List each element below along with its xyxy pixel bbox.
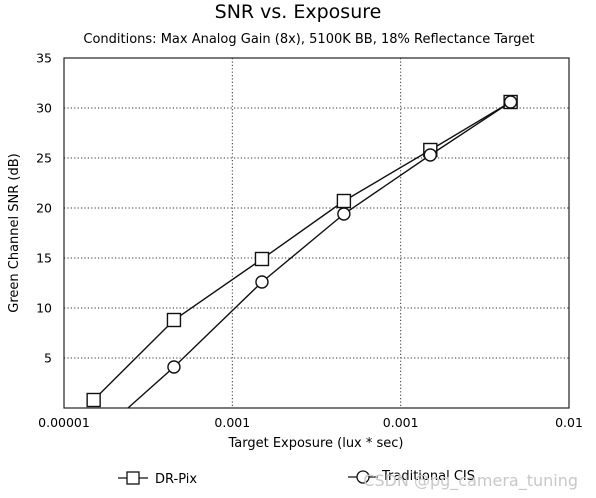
data-point-traditional-cis	[503, 95, 518, 109]
y-axis-label: Green Channel SNR (dB)	[7, 153, 22, 312]
plot-area	[63, 57, 570, 409]
legend-label-dr-pix: DR-Pix	[155, 472, 197, 487]
legend-item-dr-pix: DR-Pix	[118, 471, 197, 487]
x-axis-label: Target Exposure (lux * sec)	[227, 436, 403, 451]
legend-square-marker	[126, 471, 140, 485]
y-tick-label: 20	[36, 201, 52, 216]
x-tick-labels: 0.00001 0.001 0.001 0.01	[38, 415, 583, 430]
y-tick-labels: 5 10 15 20 25 30 35	[36, 51, 52, 366]
chart-title: SNR vs. Exposure	[215, 1, 382, 23]
chart-subtitle: Conditions: Max Analog Gain (8x), 5100K …	[83, 32, 534, 47]
y-tick-label: 5	[44, 351, 52, 366]
data-point-dr-pix	[254, 251, 270, 267]
data-point-traditional-cis	[337, 207, 351, 221]
data-point-dr-pix	[166, 312, 182, 328]
y-tick-label: 15	[36, 251, 52, 266]
legend-circle-marker	[356, 470, 370, 484]
series-line-dr-pix	[93, 101, 511, 401]
x-tick-label: 0.001	[214, 415, 250, 430]
series-line-traditional-cis	[127, 101, 511, 409]
data-point-traditional-cis	[423, 148, 438, 162]
series-group	[86, 94, 518, 409]
y-tick-label: 25	[36, 151, 52, 166]
data-point-traditional-cis	[167, 360, 181, 374]
grid-lines	[64, 58, 569, 408]
x-tick-label: 0.001	[383, 415, 419, 430]
data-point-traditional-cis	[255, 275, 269, 289]
legend-label-traditional-cis: Traditional CIS	[381, 469, 475, 484]
x-tick-label: 0.00001	[38, 415, 90, 430]
x-tick-label: 0.01	[555, 415, 583, 430]
watermark: CSDN @pg_camera_tuning	[363, 471, 578, 491]
y-tick-label: 10	[36, 301, 52, 316]
y-tick-label: 35	[36, 51, 52, 66]
data-point-dr-pix	[336, 193, 352, 209]
legend: DR-Pix Traditional CIS	[118, 469, 475, 487]
y-tick-label: 30	[36, 101, 52, 116]
data-point-dr-pix	[86, 392, 101, 408]
legend-item-traditional-cis: Traditional CIS	[348, 469, 475, 484]
